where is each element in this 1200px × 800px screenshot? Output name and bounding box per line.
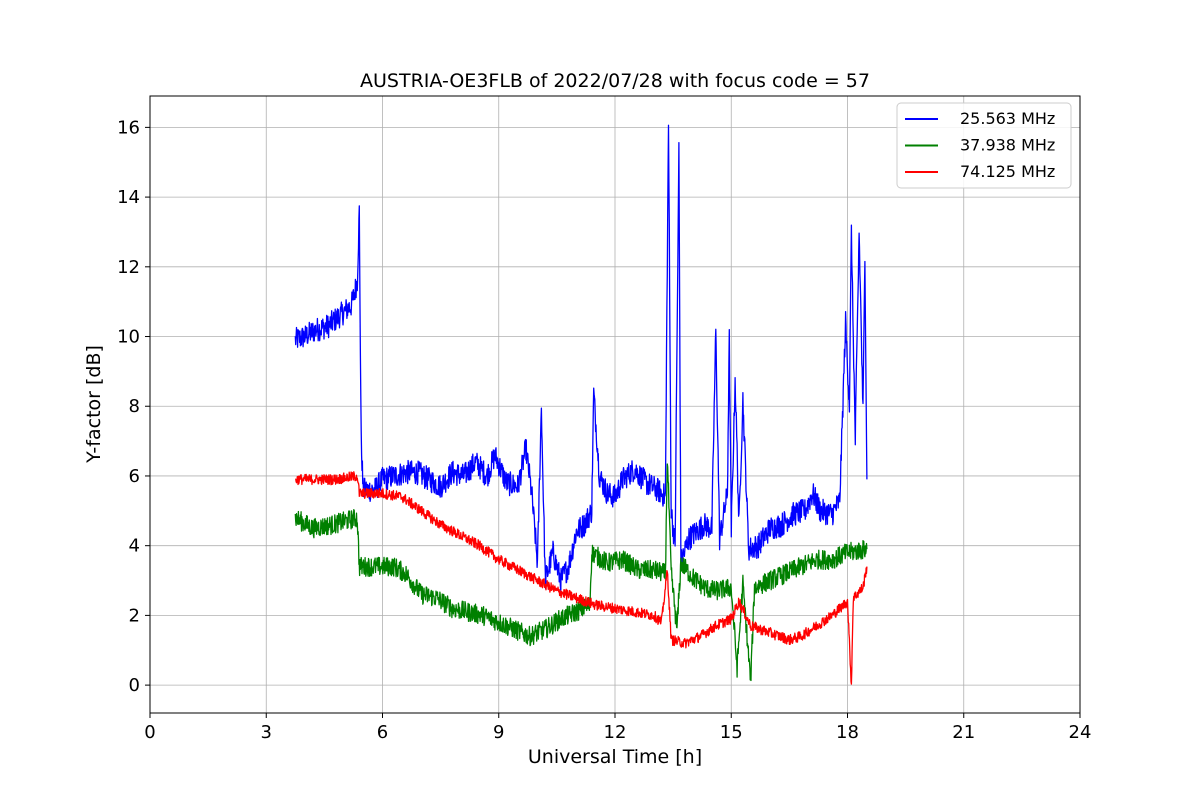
y-tick-label: 12	[117, 257, 140, 278]
x-tick-label: 0	[144, 722, 155, 743]
y-tick-label: 2	[129, 605, 140, 626]
x-tick-label: 3	[261, 722, 272, 743]
x-tick-label: 18	[836, 722, 859, 743]
y-axis-label: Y-factor [dB]	[83, 345, 105, 464]
x-axis-label: Universal Time [h]	[528, 746, 702, 768]
y-tick-label: 0	[129, 675, 140, 696]
x-tick-label: 12	[604, 722, 627, 743]
series-line-1	[294, 463, 868, 682]
legend-label-0: 25.563 MHz	[960, 109, 1055, 128]
legend-box	[896, 102, 1072, 189]
y-tick-label: 10	[117, 327, 140, 348]
y-tick-label: 6	[129, 466, 140, 487]
y-tick-label: 4	[129, 536, 140, 557]
x-tick-label: 15	[720, 722, 743, 743]
x-tick-label: 6	[377, 722, 388, 743]
legend: 25.563 MHz 37.938 MHz 74.125 MHz	[896, 102, 1072, 189]
x-tick-label: 21	[952, 722, 975, 743]
series-line-0	[294, 124, 868, 593]
y-tick-label: 16	[117, 117, 140, 138]
legend-label-2: 74.125 MHz	[960, 162, 1055, 181]
series-line-2	[295, 471, 868, 685]
x-tick-label: 24	[1069, 722, 1092, 743]
series-layer	[294, 124, 868, 685]
y-tick-label: 8	[129, 396, 140, 417]
legend-label-1: 37.938 MHz	[960, 136, 1055, 155]
x-tick-label: 9	[493, 722, 504, 743]
chart-title: AUSTRIA-OE3FLB of 2022/07/28 with focus …	[360, 70, 870, 92]
y-tick-label: 14	[117, 187, 140, 208]
